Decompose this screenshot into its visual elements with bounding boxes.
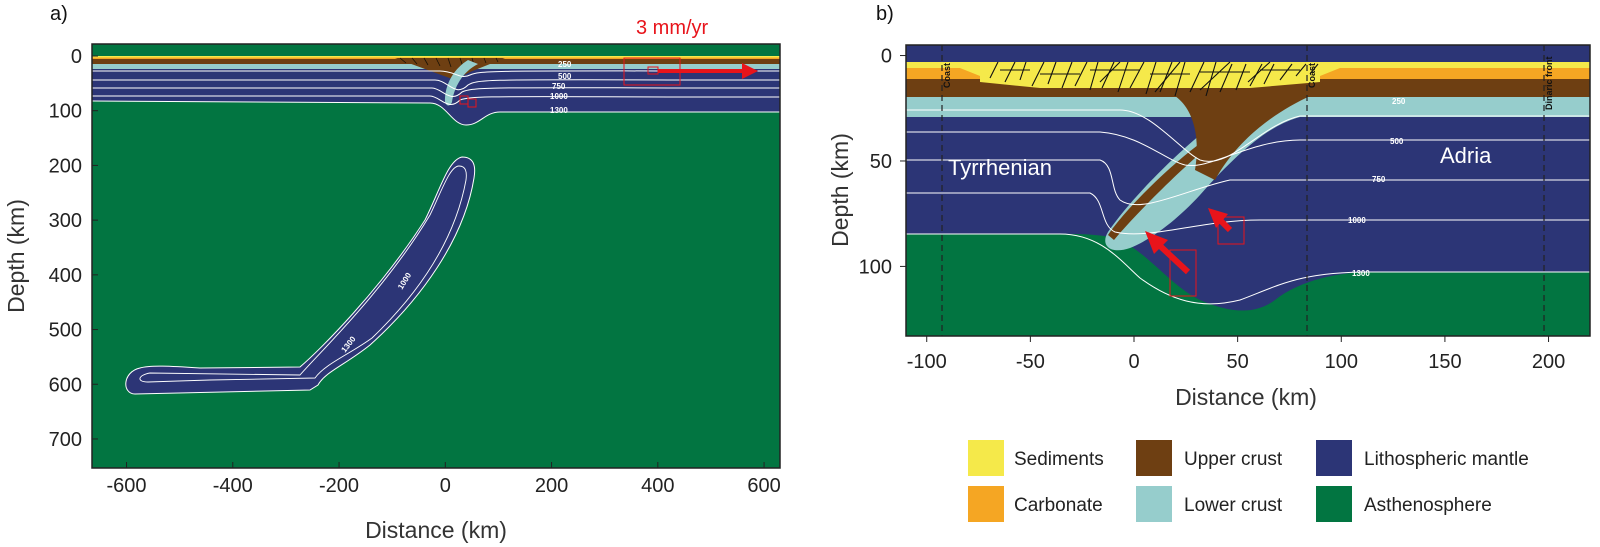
basin-upper-crust-b — [1175, 96, 1310, 180]
panel-b: b) — [827, 3, 1591, 410]
a-ytick-label: 300 — [49, 210, 82, 232]
isotherms-b — [906, 109, 1590, 305]
a-xtick-label: -200 — [319, 475, 359, 497]
sediment-layer-a — [92, 56, 780, 58]
iso-label-1300: 1300 — [550, 106, 568, 115]
iso-label-250: 250 — [558, 60, 572, 69]
b-xtick-label: 200 — [1532, 351, 1565, 373]
panel-b-label: b) — [876, 3, 894, 25]
iso-b-1000: 1000 — [1348, 216, 1366, 225]
panel-b-xticks: -100 -50 0 50 100 150 200 — [907, 336, 1565, 373]
panel-b-xlabel: Distance (km) — [1175, 384, 1317, 410]
legend-swatch — [968, 486, 1004, 522]
panel-a-yticks: 0 100 200 300 400 500 600 700 — [49, 46, 98, 451]
legend-label: Lithospheric mantle — [1364, 449, 1529, 470]
a-xtick-label: 400 — [641, 475, 674, 497]
zoom-box-b1 — [1169, 249, 1197, 297]
b-ytick-label: 100 — [859, 256, 892, 278]
panel-b-ylabel: Depth (km) — [827, 133, 853, 247]
legend-swatch — [1136, 486, 1172, 522]
isotherms-a — [91, 70, 781, 126]
a-xtick-label: 0 — [440, 475, 451, 497]
a-ytick-label: 400 — [49, 265, 82, 287]
a-ytick-label: 500 — [49, 320, 82, 342]
a-ytick-label: 0 — [71, 46, 82, 68]
arrow-b1-shaft — [1155, 241, 1191, 275]
slab-upper-crust-b — [1108, 145, 1202, 240]
a-ytick-label: 700 — [49, 429, 82, 451]
b-xtick-label: -50 — [1016, 351, 1045, 373]
b-xtick-label: 50 — [1227, 351, 1249, 373]
slab-isotherm-1300 — [125, 156, 476, 395]
iso-label-500: 500 — [558, 72, 572, 81]
slab-isotherm-1000 — [139, 165, 467, 383]
legend-swatch — [968, 440, 1004, 476]
velocity-arrow-head — [742, 63, 758, 79]
iso-b-1300: 1300 — [1352, 269, 1370, 278]
b-ytick-label: 0 — [881, 46, 892, 68]
zoom-box-b2 — [1217, 216, 1245, 245]
legend-label: Asthenosphere — [1364, 495, 1492, 516]
a-xtick-label: -400 — [213, 475, 253, 497]
trench-box-a2 — [467, 98, 477, 108]
marker-dinaric-front: Dinaric front — [1544, 56, 1554, 110]
legend-swatch — [1316, 486, 1352, 522]
iso-b-500: 500 — [1390, 137, 1404, 146]
arrow-b1-head — [1145, 231, 1168, 254]
a-ytick-label: 600 — [49, 374, 82, 396]
subducting-crust-a — [444, 60, 478, 106]
faults-a — [399, 57, 499, 68]
b-ytick-label: 50 — [870, 151, 892, 173]
iso-b-750: 750 — [1372, 175, 1386, 184]
a-xtick-label: 600 — [747, 475, 780, 497]
panel-a-label: a) — [50, 3, 68, 25]
b-xtick-label: 0 — [1128, 351, 1139, 373]
marker-coast-1: Coast — [942, 63, 952, 88]
iso-label-1000: 1000 — [550, 92, 568, 101]
panel-a-ylabel: Depth (km) — [3, 199, 29, 313]
legend-label: Upper crust — [1184, 449, 1283, 470]
b-xtick-label: 100 — [1325, 351, 1358, 373]
basin-fill-a — [395, 58, 505, 80]
legend-label: Lower crust — [1184, 495, 1283, 516]
a-ytick-label: 100 — [49, 101, 82, 123]
region-tyrrhenian: Tyrrhenian — [948, 155, 1052, 180]
b-xtick-label: -100 — [907, 351, 947, 373]
faults-b — [989, 61, 1319, 97]
lithosphere-band — [92, 56, 780, 125]
rate-label: 3 mm/yr — [636, 17, 709, 39]
panel-a-frame — [91, 43, 781, 469]
panel-b-yticks: 0 50 100 — [859, 46, 906, 278]
panel-a-xticks: -600 -400 -200 0 200 400 600 — [107, 462, 781, 497]
legend-swatch — [1136, 440, 1172, 476]
panel-b-frame — [905, 44, 1591, 337]
iso-b-250: 250 — [1392, 97, 1406, 106]
legend-label: Sediments — [1014, 449, 1104, 470]
legend-swatch — [1316, 440, 1352, 476]
a-xtick-label: 200 — [535, 475, 568, 497]
marker-coast-2: Coast — [1307, 63, 1317, 88]
panel-a-xlabel: Distance (km) — [365, 517, 507, 543]
arrow-b2-shaft — [1217, 217, 1233, 233]
panel-a: a) — [3, 3, 781, 543]
region-adria: Adria — [1440, 143, 1492, 168]
legend-label: Carbonate — [1014, 495, 1103, 516]
arrow-b2-head — [1208, 208, 1228, 228]
dashed-markers-b — [941, 45, 1545, 336]
detached-slab — [125, 157, 475, 394]
b-xtick-label: 150 — [1428, 351, 1461, 373]
panel-a-plot-area: 250 500 750 1000 1300 1000 1300 — [91, 43, 781, 469]
panel-b-plot-area: 250 500 750 1000 1300 Tyrrhenian Adria C… — [905, 44, 1591, 337]
iso-label-750: 750 — [552, 82, 566, 91]
a-xtick-label: -600 — [107, 475, 147, 497]
legend: Sediments Carbonate Upper crust Lower crust… — [968, 440, 1529, 522]
a-ytick-label: 200 — [49, 155, 82, 177]
